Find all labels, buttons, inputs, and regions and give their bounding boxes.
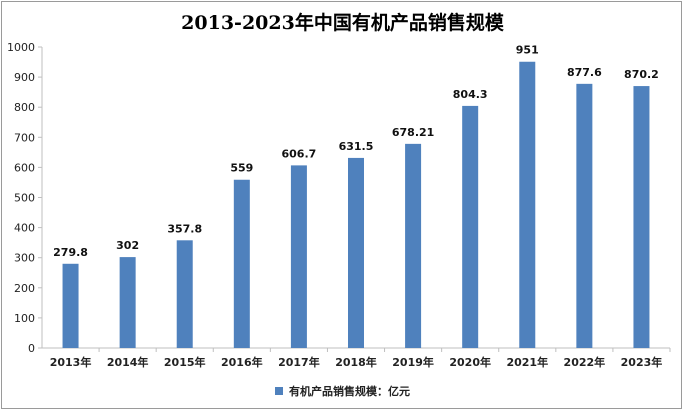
bar — [233, 179, 250, 348]
bar — [119, 257, 136, 348]
y-tick-label: 300 — [14, 252, 35, 265]
x-tick-label: 2016年 — [221, 355, 263, 369]
data-label: 804.3 — [453, 88, 488, 101]
data-label: 678.21 — [392, 126, 434, 139]
data-label: 559 — [230, 162, 253, 175]
chart-title: 2013-2023年中国有机产品销售规模 — [181, 12, 504, 34]
data-label: 279.8 — [53, 246, 88, 259]
x-tick-label: 2023年 — [621, 355, 663, 369]
bar — [176, 240, 193, 348]
x-tick-label: 2017年 — [278, 355, 320, 369]
x-tick-label: 2015年 — [164, 355, 206, 369]
x-tick-label: 2022年 — [564, 355, 606, 369]
data-label: 606.7 — [282, 147, 317, 160]
data-label: 951 — [516, 44, 539, 57]
data-label: 357.8 — [167, 222, 202, 235]
legend-swatch — [275, 387, 283, 395]
data-label: 302 — [116, 239, 139, 252]
x-tick-label: 2021年 — [506, 355, 548, 369]
legend: 有机产品销售规模：亿元 — [0, 383, 685, 399]
data-label: 631.5 — [339, 140, 374, 153]
bar — [462, 105, 479, 348]
y-tick-label: 500 — [14, 192, 35, 205]
y-tick-label: 400 — [14, 222, 35, 235]
bar — [576, 83, 593, 348]
legend-label: 有机产品销售规模：亿元 — [289, 385, 410, 398]
y-tick-label: 800 — [14, 101, 35, 114]
x-tick-label: 2019年 — [392, 355, 434, 369]
bar — [519, 61, 536, 349]
bar — [62, 263, 79, 348]
y-tick-label: 100 — [14, 312, 35, 325]
data-label: 870.2 — [624, 68, 659, 81]
y-tick-label: 600 — [14, 161, 35, 174]
data-label: 877.6 — [567, 66, 602, 79]
y-tick-label: 700 — [14, 131, 35, 144]
bar — [290, 165, 307, 348]
x-tick-label: 2020年 — [449, 355, 491, 369]
y-tick-label: 900 — [14, 71, 35, 84]
x-tick-label: 2013年 — [50, 355, 92, 369]
y-tick-label: 0 — [28, 342, 35, 355]
bar — [633, 86, 650, 349]
y-tick-label: 200 — [14, 282, 35, 295]
y-tick-label: 1000 — [7, 41, 35, 54]
x-tick-label: 2018年 — [335, 355, 377, 369]
bar — [348, 157, 364, 348]
bar — [405, 143, 422, 348]
x-tick-label: 2014年 — [107, 355, 149, 369]
